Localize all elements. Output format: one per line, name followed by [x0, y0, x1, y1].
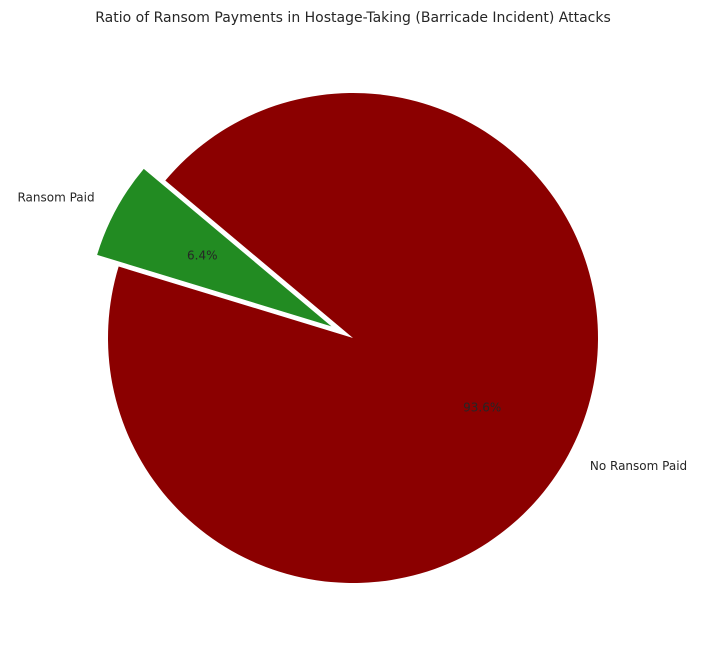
- pie-slices: [97, 92, 599, 583]
- chart-title: Ratio of Ransom Payments in Hostage-Taki…: [95, 10, 611, 26]
- slice-label-ransom-paid: Ransom Paid: [17, 190, 94, 204]
- slice-label-no-ransom-paid: No Ransom Paid: [590, 459, 687, 473]
- pie-labels: Ransom Paid 6.4% No Ransom Paid 93.6%: [17, 190, 687, 473]
- pie-slice-no-ransom-paid: [108, 92, 599, 583]
- pct-label-ransom-paid: 6.4%: [187, 249, 218, 263]
- pie-slice-ransom-paid: [97, 168, 332, 327]
- pct-label-no-ransom-paid: 93.6%: [463, 401, 501, 415]
